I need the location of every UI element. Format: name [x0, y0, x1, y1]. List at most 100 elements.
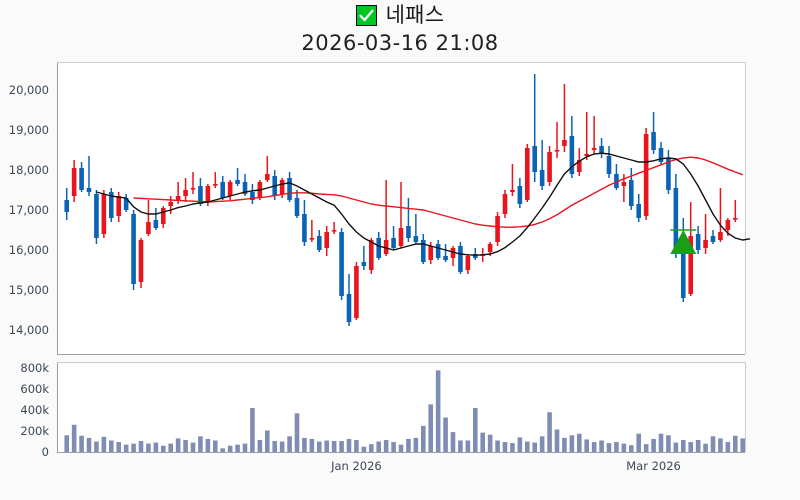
volume-bar — [695, 439, 701, 452]
candle-body — [64, 200, 70, 212]
candle-body — [316, 236, 322, 250]
candle-body — [576, 160, 582, 172]
volume-bar — [539, 436, 545, 452]
volume-bar — [272, 441, 278, 452]
candle-body — [688, 236, 694, 294]
volume-plot — [57, 362, 745, 452]
candle-body — [175, 196, 181, 200]
volume-bar — [368, 444, 374, 452]
volume-bar — [383, 439, 389, 452]
candle-body — [361, 262, 367, 266]
candle-body — [376, 238, 382, 258]
volume-bar — [146, 443, 151, 452]
candle-body — [264, 174, 270, 180]
volume-bar — [183, 439, 188, 452]
buy-signal-marker — [670, 229, 697, 254]
volume-bar — [242, 443, 248, 452]
candle-body — [339, 232, 344, 296]
volume-axis-tick: 200k — [20, 424, 49, 439]
price-axis-tick: 16,000 — [8, 243, 49, 257]
volume-bar — [621, 443, 627, 452]
volume-bar — [302, 437, 307, 452]
candle-body — [287, 178, 292, 200]
volume-bar — [710, 436, 716, 452]
candle-body — [636, 204, 642, 218]
chart-header: 네패스 2026-03-16 21:08 — [0, 0, 800, 55]
candle-body — [584, 154, 590, 156]
candle-body — [450, 248, 456, 258]
volume-bar — [250, 408, 255, 452]
moving-average-long-line — [133, 156, 743, 228]
volume-axis-tick: 400k — [20, 403, 49, 418]
volume-bar — [361, 446, 367, 452]
volume-axis-tick: 800k — [20, 361, 49, 376]
volume-bar — [614, 442, 619, 452]
candle-body — [138, 240, 144, 282]
volume-bar — [502, 442, 508, 452]
volume-bar — [606, 443, 612, 452]
candle-body — [643, 134, 649, 216]
volume-bar — [658, 433, 664, 452]
candle-body — [413, 236, 419, 242]
candle-body — [205, 186, 211, 202]
candle-body — [346, 294, 352, 322]
page-title: 네패스 — [385, 2, 445, 27]
volume-bar — [324, 440, 330, 452]
volume-plot-axis-bottom — [57, 452, 745, 453]
green-check-icon — [355, 4, 377, 26]
candle-body — [539, 170, 545, 186]
candle-body — [443, 256, 448, 260]
volume-bar — [472, 408, 478, 452]
volume-bar — [666, 435, 671, 452]
volume-bar — [651, 438, 656, 452]
candle-body — [524, 148, 530, 200]
volume-bar — [331, 441, 337, 452]
candle-body — [606, 156, 612, 174]
volume-bar — [294, 413, 300, 452]
candle-body — [168, 202, 174, 206]
volume-bar — [725, 442, 731, 452]
volume-bar — [175, 438, 181, 452]
candle-body — [79, 168, 84, 190]
volume-bar — [413, 437, 419, 452]
candle-body — [651, 132, 656, 150]
volume-bar — [636, 433, 642, 452]
volume-bar — [220, 448, 226, 452]
volume-bar — [450, 432, 456, 452]
candle-body — [695, 234, 701, 250]
candle-body — [517, 186, 523, 204]
candle-body — [71, 168, 77, 196]
volume-bar — [235, 444, 240, 452]
candle-body — [710, 236, 716, 242]
volume-plot-border-top — [57, 362, 745, 363]
price-axis-tick: 14,000 — [8, 323, 49, 337]
date-axis-tick: Jan 2026 — [331, 459, 382, 473]
volume-bar — [108, 440, 114, 452]
volume-bar — [168, 443, 174, 452]
volume-series — [64, 370, 746, 452]
volume-bar — [86, 437, 92, 452]
volume-bar — [569, 435, 575, 452]
volume-bar — [680, 439, 686, 452]
timestamp-label: 2026-03-16 21:08 — [301, 31, 499, 55]
volume-bar — [309, 438, 315, 452]
candle-body — [532, 146, 538, 172]
candle-body — [324, 232, 330, 248]
volume-bar — [391, 442, 396, 452]
volume-bar — [584, 439, 590, 452]
candle-body — [391, 238, 396, 248]
volume-bar — [116, 442, 122, 452]
price-axis-tick: 20,000 — [8, 83, 49, 97]
candle-body — [658, 148, 664, 162]
moving-average-short-line — [96, 152, 751, 256]
candle-body — [628, 180, 634, 206]
volume-bar — [465, 440, 471, 452]
candle-body — [123, 198, 129, 210]
candle-body — [242, 182, 248, 194]
volume-bar — [287, 436, 292, 452]
candle-body — [294, 198, 300, 216]
volume-bar — [673, 442, 679, 452]
candle-body — [354, 266, 359, 318]
volume-bar — [279, 441, 285, 452]
price-axis-tick: 17,000 — [8, 203, 49, 217]
